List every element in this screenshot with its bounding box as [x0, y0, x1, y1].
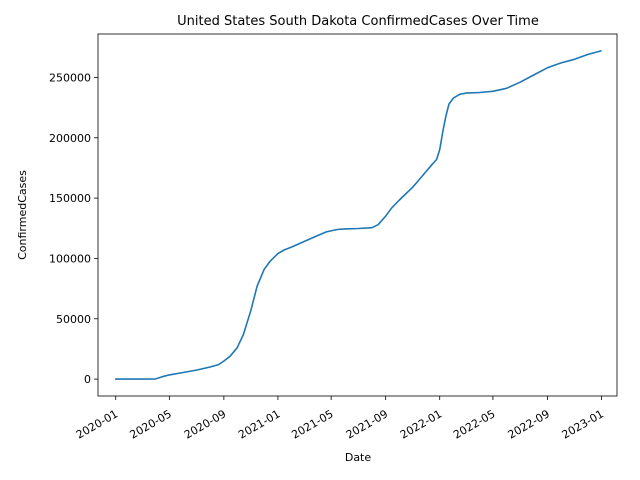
chart-title: United States South Dakota ConfirmedCase…: [177, 14, 539, 29]
y-tick-label: 150000: [49, 192, 91, 205]
y-tick-label: 50000: [56, 313, 91, 326]
x-axis: 2020-01 2020-05 2020-09 2021-01 2021-05 2021-…: [74, 396, 606, 442]
x-tick-label: 2021-05: [289, 407, 335, 441]
x-tick-label: 2020-01: [74, 407, 120, 441]
y-tick-label: 200000: [49, 132, 91, 145]
x-axis-label: Date: [345, 451, 372, 464]
x-tick-label: 2020-05: [128, 407, 174, 441]
x-tick-label: 2023-01: [560, 407, 606, 441]
y-tick-label: 250000: [49, 71, 91, 84]
y-tick-label: 100000: [49, 252, 91, 265]
y-axis-label: ConfirmedCases: [16, 170, 29, 260]
x-tick-label: 2022-01: [398, 407, 444, 441]
x-tick-label: 2020-09: [182, 407, 228, 441]
x-tick-label: 2022-05: [451, 407, 497, 441]
x-tick-label: 2022-09: [506, 407, 552, 441]
series-layer: [114, 50, 602, 380]
plot-frame: [97, 33, 618, 397]
x-tick-label: 2021-09: [344, 407, 390, 441]
y-axis: 0 50000 100000 150000 200000 250000: [49, 71, 98, 386]
x-tick-label: 2021-01: [236, 407, 282, 441]
series-line: [114, 50, 602, 380]
y-tick-label: 0: [84, 373, 91, 386]
